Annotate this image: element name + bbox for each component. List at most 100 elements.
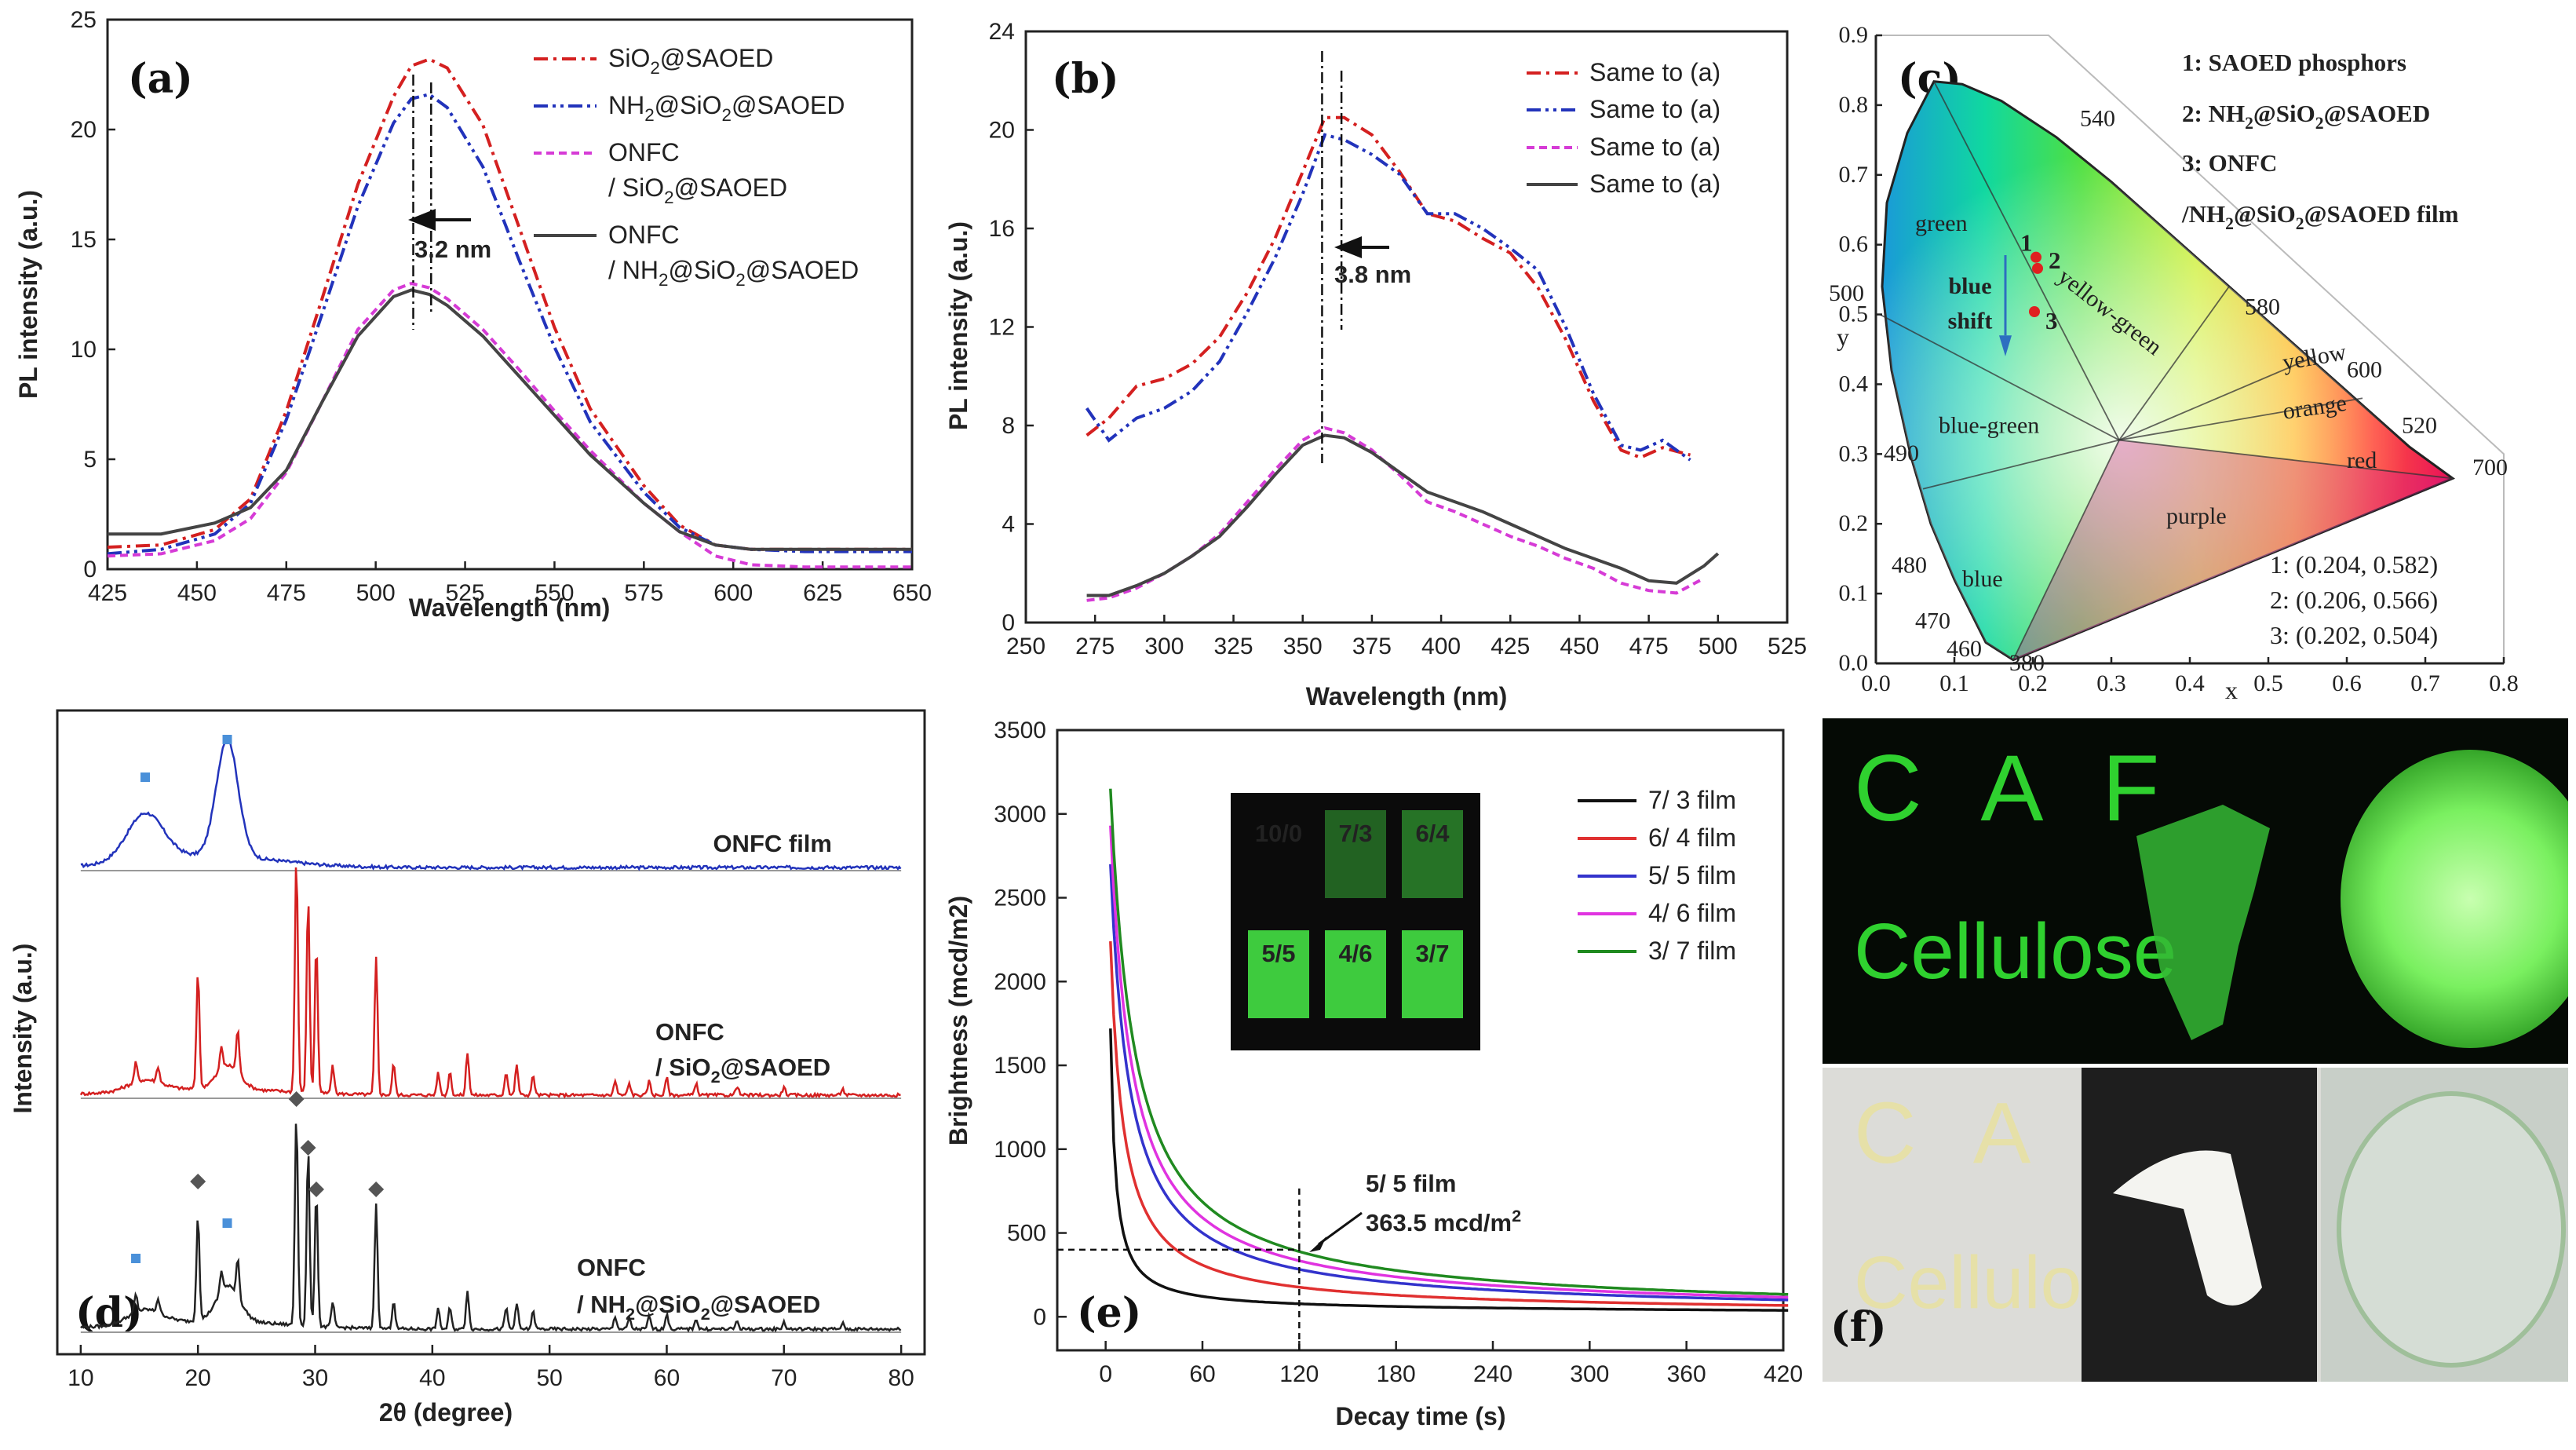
panel-c-legend-entry: 1: SAOED phosphors	[2182, 49, 2406, 76]
panel-c-shift-arrowhead	[1999, 335, 2012, 356]
panel-e-annotation: 5/ 5 film	[1366, 1170, 1456, 1197]
panel-d-xlabel: 2θ (degree)	[379, 1398, 513, 1426]
panel-e-inset-film-1	[1325, 810, 1386, 898]
panel-e-annotation-arrowhead	[1309, 1236, 1326, 1252]
panel-c-wavelength-label: 520	[2402, 413, 2437, 439]
panel-c-xtick-label: 0.5	[2253, 670, 2283, 696]
panel-e-frame	[1056, 729, 1785, 1352]
panel-e-inset-label: 6/4	[1415, 820, 1450, 847]
panel-b-xtick-label: 425	[1491, 634, 1530, 659]
panel-e-ytick-label: 3000	[994, 802, 1046, 827]
panel-e-xlabel: Decay time (s)	[1336, 1402, 1506, 1430]
panel-c-ytick-label: 0.2	[1839, 510, 1869, 536]
panel-b-xtick-label: 325	[1214, 634, 1253, 659]
panel-a-xtick-label: 525	[446, 580, 485, 606]
panel-e-legend-entry: 6/ 4 film	[1648, 824, 1736, 852]
panel-a-legend-entry: ONFC	[608, 221, 680, 249]
panel-a-xtick-label: 650	[892, 580, 932, 606]
panel-b-xtick-label: 475	[1629, 634, 1669, 659]
panel-e-inset-label: 4/6	[1338, 940, 1372, 967]
panel-a-xlabel: Wavelength (nm)	[409, 594, 611, 622]
panel-d-xtick-label: 80	[888, 1365, 914, 1391]
panel-e-xtick-label: 420	[1764, 1361, 1803, 1387]
panel-e-ytick-label: 1000	[994, 1137, 1046, 1163]
panel-a-xtick-label: 500	[356, 580, 396, 606]
panel-a-legend-entry: ONFC	[608, 138, 680, 166]
panel-c-ytick-label: 0.0	[1839, 650, 1869, 676]
panel-b-label: (b)	[1052, 55, 1119, 103]
panel-b-series-1-line	[1085, 133, 1691, 462]
panel-c-xtick-label: 0.2	[2018, 670, 2048, 696]
panel-c-xtick-label: 0.3	[2096, 670, 2126, 696]
panel-c-ytick-label: 0.3	[1839, 440, 1869, 466]
panel-e-inset-label: 7/3	[1338, 820, 1372, 847]
panel-b-legend-entry: Same to (a)	[1589, 95, 1720, 123]
panel-e-series-2-line	[1109, 864, 1789, 1302]
panel-c-wavelength-label: 600	[2347, 357, 2382, 383]
panel-d-xtick-label: 30	[302, 1365, 328, 1391]
panel-c-wavelength-label: 480	[1892, 552, 1927, 578]
panel-a-annotation: 3.2 nm	[414, 236, 491, 263]
panel-e-inset-label: 5/5	[1261, 940, 1295, 967]
panel-d-frame	[56, 709, 926, 1356]
photo-text-cellulose-glow: Cellulose	[1854, 908, 2177, 995]
panel-e-legend-entry: 7/ 3 film	[1648, 786, 1736, 814]
panel-b-legend-entry: Same to (a)	[1589, 58, 1720, 86]
panel-c-legend-entry: /NH2@SiO2@SAOED film	[2181, 200, 2459, 233]
panel-c-ytick-label: 0.6	[1839, 232, 1869, 257]
panel-d-phosphor-marker	[190, 1174, 206, 1189]
panel-c-wavelength-label: 540	[2080, 106, 2115, 132]
panel-e-xtick-label: 120	[1279, 1361, 1319, 1387]
panel-b-legend-entry: Same to (a)	[1589, 170, 1720, 198]
panel-d-phosphor-marker	[308, 1182, 325, 1197]
panel-c-region-divider-1	[1933, 81, 2120, 440]
panel-d-series-label: ONFC film	[713, 830, 832, 857]
panel-c-region-divider-4	[2118, 397, 2363, 441]
panel-d-series-0-line	[80, 738, 902, 871]
panel-e-xtick-label: 60	[1189, 1361, 1215, 1387]
panel-c-ytick-label: 0.4	[1839, 371, 1869, 396]
panel-b-ytick-label: 4	[1002, 512, 1015, 538]
panel-a-ylabel: PL intensity (a.u.)	[14, 190, 42, 399]
panel-e-series-3-line	[1109, 825, 1789, 1299]
panel-c-ylabel: y	[1837, 323, 1849, 351]
panel-b-xtick-label: 525	[1768, 634, 1807, 659]
panel-a-series-2-line	[107, 281, 912, 569]
panel-d-series-1-line	[79, 867, 901, 1099]
panel-d-cellulose-marker	[140, 772, 150, 782]
panel-b-legend-entry: Same to (a)	[1589, 133, 1720, 161]
panel-c-region-label: blue-green	[1939, 413, 2039, 439]
panel-e-ylabel: Brightness (mcd/m2)	[944, 896, 972, 1145]
panel-e-ytick-label: 500	[1007, 1221, 1046, 1247]
panel-c-wavelength-label: 500	[1829, 280, 1864, 306]
panel-b-xtick-label: 375	[1352, 634, 1392, 659]
panel-c-xtick-label: 0.4	[2175, 670, 2205, 696]
panel-b-xtick-label: 400	[1421, 634, 1461, 659]
panel-b-ytick-label: 8	[1002, 413, 1015, 439]
panel-e-ytick-label: 1500	[994, 1053, 1046, 1079]
panel-c-xtick-label: 0.6	[2332, 670, 2362, 696]
panel-c-point-label: 1	[2020, 229, 2033, 257]
panel-a-xtick-label: 550	[535, 580, 574, 606]
panel-b-ytick-label: 20	[989, 118, 1015, 144]
panel-b-series-0-line	[1085, 115, 1691, 459]
panel-e-label: (e)	[1077, 1289, 1141, 1337]
panel-e-annotation-arrow	[1318, 1211, 1363, 1246]
panel-d-xtick-label: 70	[771, 1365, 797, 1391]
panel-b-series-2-line	[1086, 426, 1706, 602]
panel-c-wavelength-label: 380	[2009, 650, 2045, 676]
panel-e-series-4-line	[1109, 788, 1789, 1296]
panel-b-arrow-head	[1334, 236, 1362, 258]
panel-e-inset-label: 3/7	[1415, 940, 1449, 967]
panel-d-series-label: / NH2@SiO2@SAOED	[577, 1291, 820, 1324]
panel-a-ytick-label: 10	[71, 337, 97, 363]
panel-e-legend-entry: 3/ 7 film	[1648, 937, 1736, 965]
panel-c-ytick-label: 0.5	[1839, 301, 1869, 327]
panel-e-xtick-label: 0	[1099, 1361, 1112, 1387]
panel-e-series-0-line	[1109, 1028, 1789, 1312]
panel-b-xtick-label: 350	[1283, 634, 1323, 659]
panel-e-inset-film-3	[1248, 930, 1309, 1018]
panel-c-locus-highlight	[1882, 81, 2453, 660]
panel-d-ylabel: Intensity (a.u.)	[9, 944, 37, 1114]
panel-e-xtick-label: 180	[1377, 1361, 1416, 1387]
